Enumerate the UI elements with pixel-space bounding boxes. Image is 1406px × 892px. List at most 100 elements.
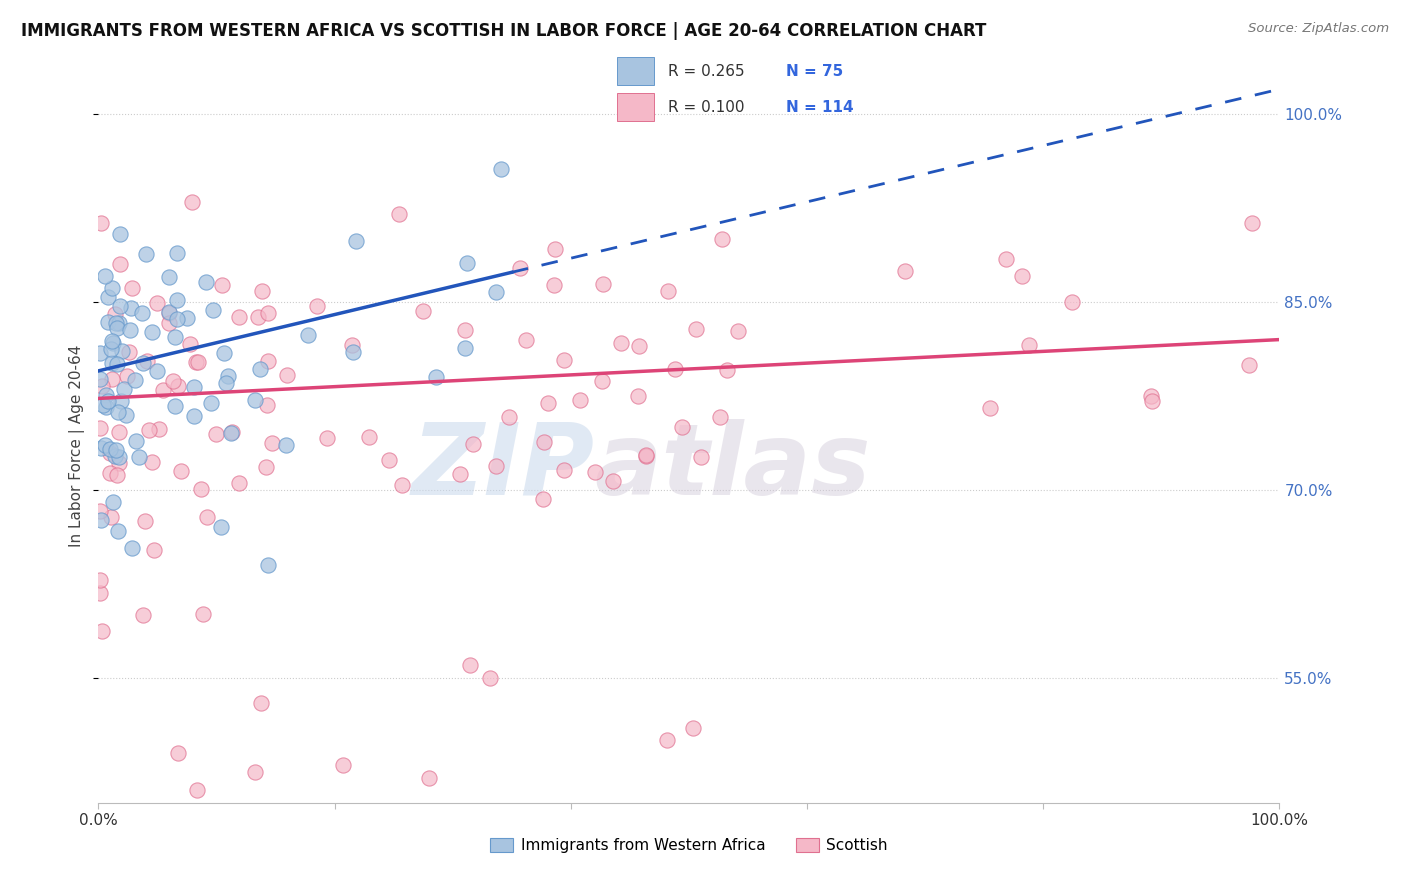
Point xyxy=(89,586,111,600)
Point xyxy=(249,362,271,376)
Point xyxy=(107,456,129,470)
Point xyxy=(89,372,111,386)
Point xyxy=(98,466,121,480)
Point xyxy=(91,398,114,412)
Point xyxy=(205,427,228,442)
Point xyxy=(135,354,157,368)
Point xyxy=(114,409,136,423)
Point xyxy=(194,275,217,289)
Point xyxy=(260,435,283,450)
Point xyxy=(531,491,554,506)
Point xyxy=(112,382,135,396)
Point xyxy=(388,207,411,221)
FancyBboxPatch shape xyxy=(617,94,654,121)
Point xyxy=(316,431,339,445)
Point xyxy=(132,608,155,623)
Point xyxy=(553,352,575,367)
Point xyxy=(1062,295,1084,310)
Point xyxy=(89,346,111,360)
Point xyxy=(94,400,117,414)
Point xyxy=(100,342,122,356)
Point xyxy=(664,362,686,376)
Point xyxy=(108,316,131,330)
Point xyxy=(412,303,434,318)
Point xyxy=(90,513,112,527)
Point xyxy=(484,285,506,300)
Point xyxy=(94,388,117,402)
Point xyxy=(141,454,163,468)
Point xyxy=(118,323,141,337)
Point xyxy=(454,341,477,355)
Point xyxy=(685,321,707,335)
Point xyxy=(215,376,238,390)
Point xyxy=(179,336,201,351)
Point xyxy=(128,450,150,464)
Point xyxy=(97,393,120,408)
Point xyxy=(146,364,169,378)
Point xyxy=(141,325,163,339)
Point xyxy=(157,270,180,285)
Text: Source: ZipAtlas.com: Source: ZipAtlas.com xyxy=(1249,22,1389,36)
Point xyxy=(449,467,471,481)
Point xyxy=(166,246,188,260)
Point xyxy=(98,442,121,457)
Point xyxy=(657,284,679,298)
Point xyxy=(111,344,134,359)
Point xyxy=(131,306,153,320)
Point xyxy=(485,458,508,473)
Point xyxy=(166,379,188,393)
Point xyxy=(1011,268,1033,283)
Point xyxy=(98,445,121,459)
Point xyxy=(228,475,250,490)
Text: IMMIGRANTS FROM WESTERN AFRICA VS SCOTTISH IN LABOR FORCE | AGE 20-64 CORRELATIO: IMMIGRANTS FROM WESTERN AFRICA VS SCOTTI… xyxy=(21,22,987,40)
Point xyxy=(1240,216,1263,230)
FancyBboxPatch shape xyxy=(617,57,654,86)
Point xyxy=(165,399,187,413)
Point xyxy=(101,336,124,351)
Point xyxy=(89,574,111,588)
Point xyxy=(1237,358,1260,372)
Point xyxy=(103,495,125,509)
Point xyxy=(568,392,591,407)
Point xyxy=(212,346,235,360)
Point xyxy=(105,357,128,371)
Point xyxy=(101,356,124,370)
Point xyxy=(246,310,269,325)
Point xyxy=(101,281,124,295)
Point xyxy=(201,303,224,318)
Point xyxy=(456,255,478,269)
Point xyxy=(104,307,127,321)
Point xyxy=(297,327,319,342)
Point xyxy=(190,483,212,497)
Point xyxy=(90,378,112,392)
Point xyxy=(689,450,711,464)
Point xyxy=(418,771,440,785)
Point xyxy=(169,464,191,478)
Point xyxy=(187,355,209,369)
Text: R = 0.100: R = 0.100 xyxy=(668,100,744,115)
Point xyxy=(138,423,160,437)
Point xyxy=(176,311,198,326)
Point xyxy=(217,368,239,383)
Point xyxy=(162,374,184,388)
Point xyxy=(491,162,513,177)
Point xyxy=(125,434,148,449)
Point xyxy=(183,380,205,394)
Point xyxy=(533,435,555,450)
Point xyxy=(1140,394,1163,409)
Point xyxy=(250,284,273,298)
Point xyxy=(110,393,132,408)
Point xyxy=(254,459,277,474)
Point xyxy=(344,234,367,248)
Point xyxy=(307,299,329,313)
Point xyxy=(121,541,143,556)
Point xyxy=(257,306,280,320)
Point xyxy=(110,227,132,241)
Point xyxy=(894,264,917,278)
Point xyxy=(243,764,266,779)
Point xyxy=(979,401,1001,415)
Point xyxy=(166,293,188,307)
Point xyxy=(107,524,129,538)
Point xyxy=(165,330,187,344)
Point xyxy=(159,306,181,320)
